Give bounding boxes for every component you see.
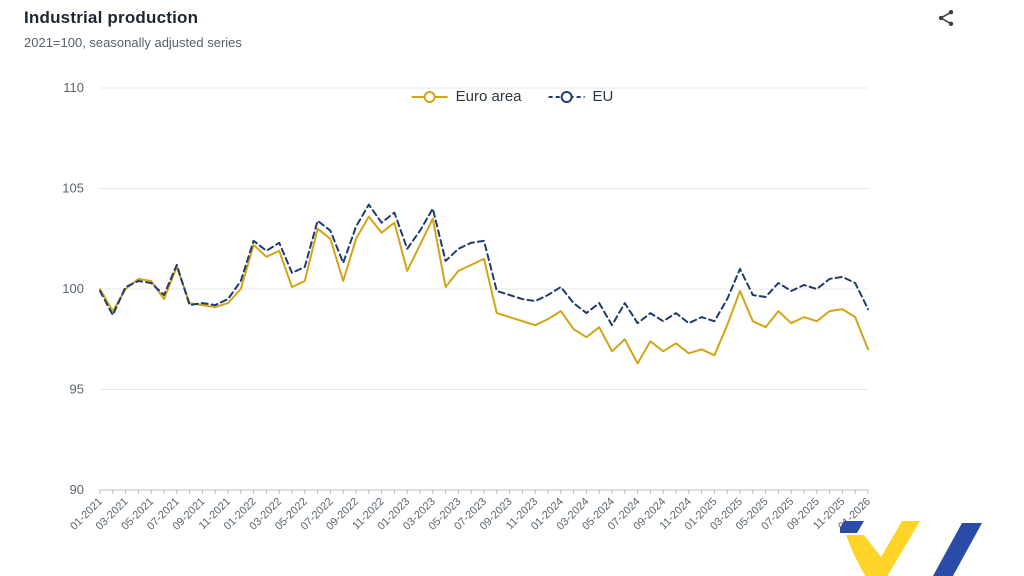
legend-item-euro-area[interactable]: Euro area [411,88,522,105]
series-line-euro-area [99,215,869,365]
series-line-eu [99,203,869,327]
chart-legend: Euro area EU [411,88,614,105]
chart-subtitle: 2021=100, seasonally adjusted series [24,35,242,50]
y-tick-label: 95 [70,382,84,397]
y-tick-label: 105 [62,181,84,196]
share-icon [938,10,954,26]
y-tick-label: 100 [62,281,84,296]
legend-item-eu[interactable]: EU [548,88,614,105]
line-chart: 909510010511001-202103-202105-202107-202… [62,80,873,533]
chart-header: Industrial production 2021=100, seasonal… [0,0,1024,50]
y-tick-label: 90 [70,482,84,497]
share-button[interactable] [932,4,960,32]
page-title: Industrial production [24,8,199,27]
eu-line-marker-icon [548,90,585,103]
chart-area: 90 95 100 105 110 01-2021 03-2021 05-2021 07-202… [0,58,1024,576]
legend-label-eu: EU [592,88,614,105]
y-tick-label: 110 [63,80,84,95]
legend-label-euro-area: Euro area [455,88,522,105]
euro-area-line-marker-icon [411,90,448,103]
